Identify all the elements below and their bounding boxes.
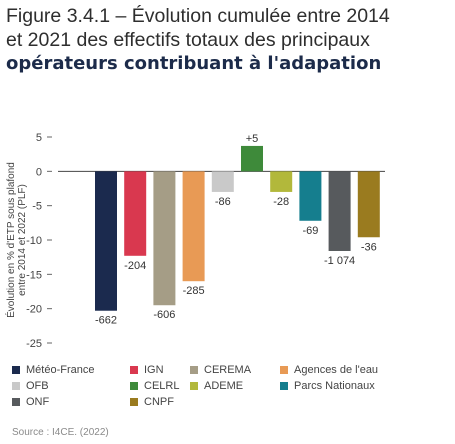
legend-label: ONF bbox=[26, 396, 50, 408]
legend-swatch bbox=[130, 398, 138, 406]
legend-item: IGN bbox=[130, 364, 164, 376]
data-labels-group: -662 -204 -606 -285 -86 +5 -28 -69 -1 074 -36 bbox=[95, 133, 377, 327]
y-axis-label: Évolution en % d'ETP sous plafond entre … bbox=[4, 162, 28, 318]
legend-item: Météo-France bbox=[12, 364, 94, 376]
data-label: -28 bbox=[273, 196, 289, 208]
title-line-2: et 2021 des effectifs totaux des princip… bbox=[6, 29, 370, 51]
legend-label: Parcs Nationaux bbox=[294, 380, 375, 392]
data-label: -606 bbox=[153, 309, 175, 321]
bar-ademe bbox=[270, 171, 293, 192]
data-label: +5 bbox=[246, 133, 259, 145]
legend-label: Météo-France bbox=[26, 364, 95, 376]
legend-label: CEREMA bbox=[204, 364, 252, 376]
bar-chart: Évolution en % d'ETP sous plafond entre … bbox=[4, 132, 385, 350]
bar-ofb bbox=[211, 171, 234, 192]
legend-swatch bbox=[130, 366, 138, 374]
data-label: -204 bbox=[124, 260, 146, 272]
legend-swatch bbox=[12, 366, 20, 374]
y-axis-label-line-2: entre 2014 et 2022 (PLF) bbox=[17, 184, 28, 296]
legend-swatch bbox=[12, 382, 20, 390]
legend-label: ADEME bbox=[204, 380, 244, 392]
legend-label: Agences de l'eau bbox=[294, 364, 379, 376]
legend-item: CEREMA bbox=[190, 364, 251, 376]
legend-item: CELRL bbox=[130, 380, 179, 392]
chart-title: Figure 3.4.1 – Évolution cumulée entre 2… bbox=[6, 4, 451, 76]
data-label: -36 bbox=[361, 241, 377, 253]
y-axis: 5 0 -5 -10 -15 -20 -25 bbox=[26, 132, 385, 350]
data-label: -86 bbox=[215, 196, 231, 208]
y-tick-label: 0 bbox=[36, 166, 42, 178]
bar-m-t-o-france bbox=[95, 171, 117, 311]
data-label: -1 074 bbox=[324, 255, 355, 267]
bar-agences-de-l-eau bbox=[182, 171, 205, 282]
legend-label: CELRL bbox=[144, 380, 180, 392]
legend-label: IGN bbox=[144, 364, 164, 376]
data-label: -662 bbox=[95, 315, 117, 327]
y-tick-label: -10 bbox=[26, 235, 42, 247]
bar-cnpf bbox=[357, 171, 380, 238]
title-line-3: opérateurs contribuant à l'adapation bbox=[6, 53, 382, 74]
bar-onf bbox=[328, 171, 351, 251]
bar-parcs-nationaux bbox=[299, 171, 322, 221]
legend-swatch bbox=[130, 382, 138, 390]
bar-ign bbox=[124, 171, 147, 256]
data-label: -69 bbox=[302, 225, 318, 237]
legend-item: ADEME bbox=[190, 380, 243, 392]
y-tick-label: -5 bbox=[32, 201, 42, 213]
title-line-1: Figure 3.4.1 – Évolution cumulée entre 2… bbox=[6, 5, 390, 27]
legend-item: Parcs Nationaux bbox=[280, 380, 375, 392]
legend-label: OFB bbox=[26, 380, 49, 392]
source-note: Source : I4CE. (2022) bbox=[12, 427, 109, 438]
y-tick-label: -20 bbox=[26, 304, 42, 316]
legend-swatch bbox=[12, 398, 20, 406]
y-tick-label: -25 bbox=[26, 338, 42, 350]
bar-celrl bbox=[241, 145, 263, 172]
y-tick-label: -15 bbox=[26, 269, 42, 281]
y-tick-label: 5 bbox=[36, 132, 42, 144]
legend-item: ONF bbox=[12, 396, 49, 408]
legend-swatch bbox=[280, 366, 288, 374]
legend-item: Agences de l'eau bbox=[280, 364, 378, 376]
bars-group bbox=[95, 145, 380, 311]
y-axis-label-line-1: Évolution en % d'ETP sous plafond bbox=[4, 162, 17, 318]
bar-cerema bbox=[153, 171, 176, 306]
legend-swatch bbox=[280, 382, 288, 390]
legend-swatch bbox=[190, 382, 198, 390]
legend-item: CNPF bbox=[130, 396, 174, 408]
legend-item: OFB bbox=[12, 380, 49, 392]
legend-label: CNPF bbox=[144, 396, 174, 408]
data-label: -285 bbox=[183, 285, 205, 297]
legend-swatch bbox=[190, 366, 198, 374]
